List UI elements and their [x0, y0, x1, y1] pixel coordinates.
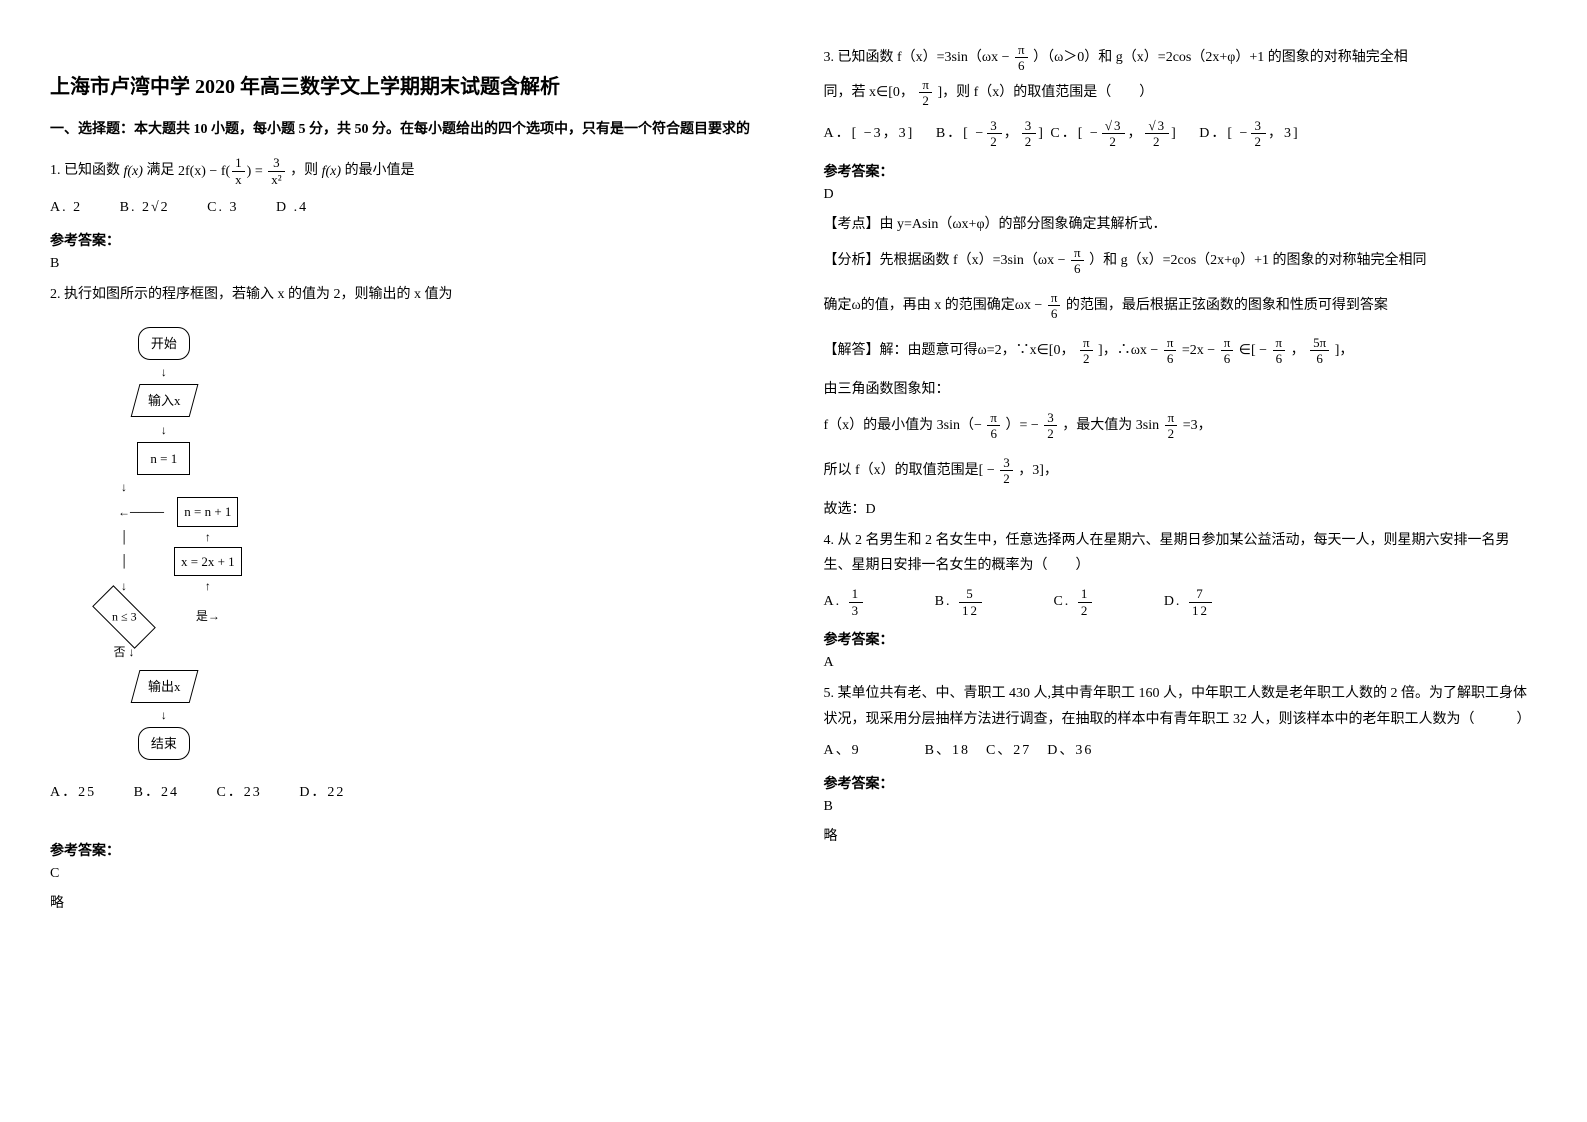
q4-optD: D. [1164, 594, 1182, 609]
q1-answer-label: 参考答案： [50, 230, 764, 250]
q3-optDa: D．[ − [1199, 126, 1249, 141]
q3-answer: D [824, 187, 1538, 203]
q3-l2b: ]，则 f（x）的取值范围是（ ） [937, 85, 1153, 100]
q1-optA: A. 2 [50, 200, 82, 215]
q3-optBa: B．[ − [936, 126, 985, 141]
right-column: 3. 已知函数 f（x）=3sin（ωx − π6 ）（ω＞0）和 g（x）=2… [824, 40, 1538, 922]
q1-suffix: ，则 [290, 163, 318, 178]
q5-text: 5. 某单位共有老、中、青职工 430 人,其中青年职工 160 人，中年职工人… [824, 681, 1538, 731]
flow-end: 结束 [138, 727, 190, 760]
flow-input: 输入x [130, 384, 197, 417]
question-2: 2. 执行如图所示的程序框图，若输入 x 的值为 2，则输出的 x 值为 开始 … [50, 282, 764, 806]
q2-optB: B．24 [134, 785, 179, 800]
q3-answer-label: 参考答案： [824, 161, 1538, 181]
q1-fx2: f(x) [322, 154, 341, 189]
q3-ana2-a: 确定ω的值，再由 x 的范围确定ωx − [824, 298, 1043, 313]
q3-l2a: 同，若 x∈[0， [824, 85, 914, 100]
flow-step2: x = 2x + 1 [174, 547, 242, 576]
flow-cond: n ≤ 3 [92, 585, 156, 649]
q4-answer-label: 参考答案： [824, 629, 1538, 649]
question-1: 1. 已知函数 f(x) 满足 2f(x) − f(1x) = 3x² ，则 f… [50, 153, 764, 219]
question-5: 5. 某单位共有老、中、青职工 430 人,其中青年职工 160 人，中年职工人… [824, 681, 1538, 763]
q5-answer: B [824, 799, 1538, 815]
q3-ana-a: 【分析】先根据函数 f（x）=3sin（ωx − [824, 253, 1066, 268]
q5-note: 略 [824, 825, 1538, 845]
q2-note: 略 [50, 892, 764, 912]
q1-prefix: 1. 已知函数 [50, 163, 120, 178]
flow-init: n = 1 [137, 442, 190, 475]
q3-exam-point: 【考点】由 y=Asin（ωx+φ）的部分图象确定其解析式． [824, 213, 1538, 233]
q3-l1a: 3. 已知函数 f（x）=3sin（ωx − [824, 50, 1010, 65]
q1-suffix2: 的最小值是 [345, 163, 415, 178]
left-column: 上海市卢湾中学 2020 年高三数学文上学期期末试题含解析 一、选择题：本大题共… [50, 40, 764, 922]
q3-optA: A．[ −3，3] [824, 126, 915, 141]
q1-optC: C. 3 [207, 200, 238, 215]
q2-optD: D．22 [299, 785, 345, 800]
flow-step1: n = n + 1 [177, 497, 238, 526]
flowchart: 开始 ↓ 输入x ↓ n = 1 ↓ ←────n = n + 1 │↑ │x … [80, 322, 764, 765]
q2-optC: C．23 [216, 785, 261, 800]
q4-answer: A [824, 655, 1538, 671]
q2-optA: A．25 [50, 785, 96, 800]
question-3: 3. 已知函数 f（x）=3sin（ωx − π6 ）（ω＞0）和 g（x）=2… [824, 40, 1538, 151]
q1-answer: B [50, 256, 764, 272]
q4-optB: B. [935, 594, 952, 609]
flow-no: 否 [113, 645, 125, 659]
q2-answer-label: 参考答案： [50, 840, 764, 860]
q1-formula: 2f(x) − f(1x) = 3x² [178, 154, 287, 189]
q1-optD: D .4 [276, 200, 308, 215]
section-header: 一、选择题：本大题共 10 小题，每小题 5 分，共 50 分。在每小题给出的四… [50, 119, 764, 141]
q2-text: 2. 执行如图所示的程序框图，若输入 x 的值为 2，则输出的 x 值为 [50, 282, 764, 307]
flow-output: 输出x [130, 670, 197, 703]
flow-start: 开始 [138, 327, 190, 360]
q1-optB: B. 2√2 [120, 200, 170, 215]
q3-sol5: 故选：D [824, 498, 1538, 518]
q5-options: A、9 B、18 C、27 D、36 [824, 738, 1538, 763]
page-title: 上海市卢湾中学 2020 年高三数学文上学期期末试题含解析 [50, 70, 764, 99]
q1-fx1: f(x) [124, 154, 143, 189]
q4-optA: A. [824, 594, 842, 609]
flow-yes: 是 [196, 609, 208, 623]
q1-mid: 满足 [146, 163, 174, 178]
q3-ana2-b: 的范围，最后根据正弦函数的图象和性质可得到答案 [1066, 298, 1388, 313]
q3-ana-b: ）和 g（x）=2cos（2x+φ）+1 的图象的对称轴完全相同 [1089, 253, 1426, 268]
q4-text: 4. 从 2 名男生和 2 名女生中，任意选择两人在星期六、星期日参加某公益活动… [824, 528, 1538, 578]
q3-sol2: 由三角函数图象知： [824, 378, 1538, 398]
q3-optCa: C．[ − [1050, 126, 1099, 141]
q5-answer-label: 参考答案： [824, 773, 1538, 793]
q2-answer: C [50, 866, 764, 882]
q3-l1b: ）（ω＞0）和 g（x）=2cos（2x+φ）+1 的图象的对称轴完全相 [1033, 50, 1408, 65]
q4-optC: C. [1053, 594, 1070, 609]
q3-sol-a: 【解答】解：由题意可得ω=2，∵x∈[0， [824, 343, 1075, 358]
question-4: 4. 从 2 名男生和 2 名女生中，任意选择两人在星期六、星期日参加某公益活动… [824, 528, 1538, 619]
